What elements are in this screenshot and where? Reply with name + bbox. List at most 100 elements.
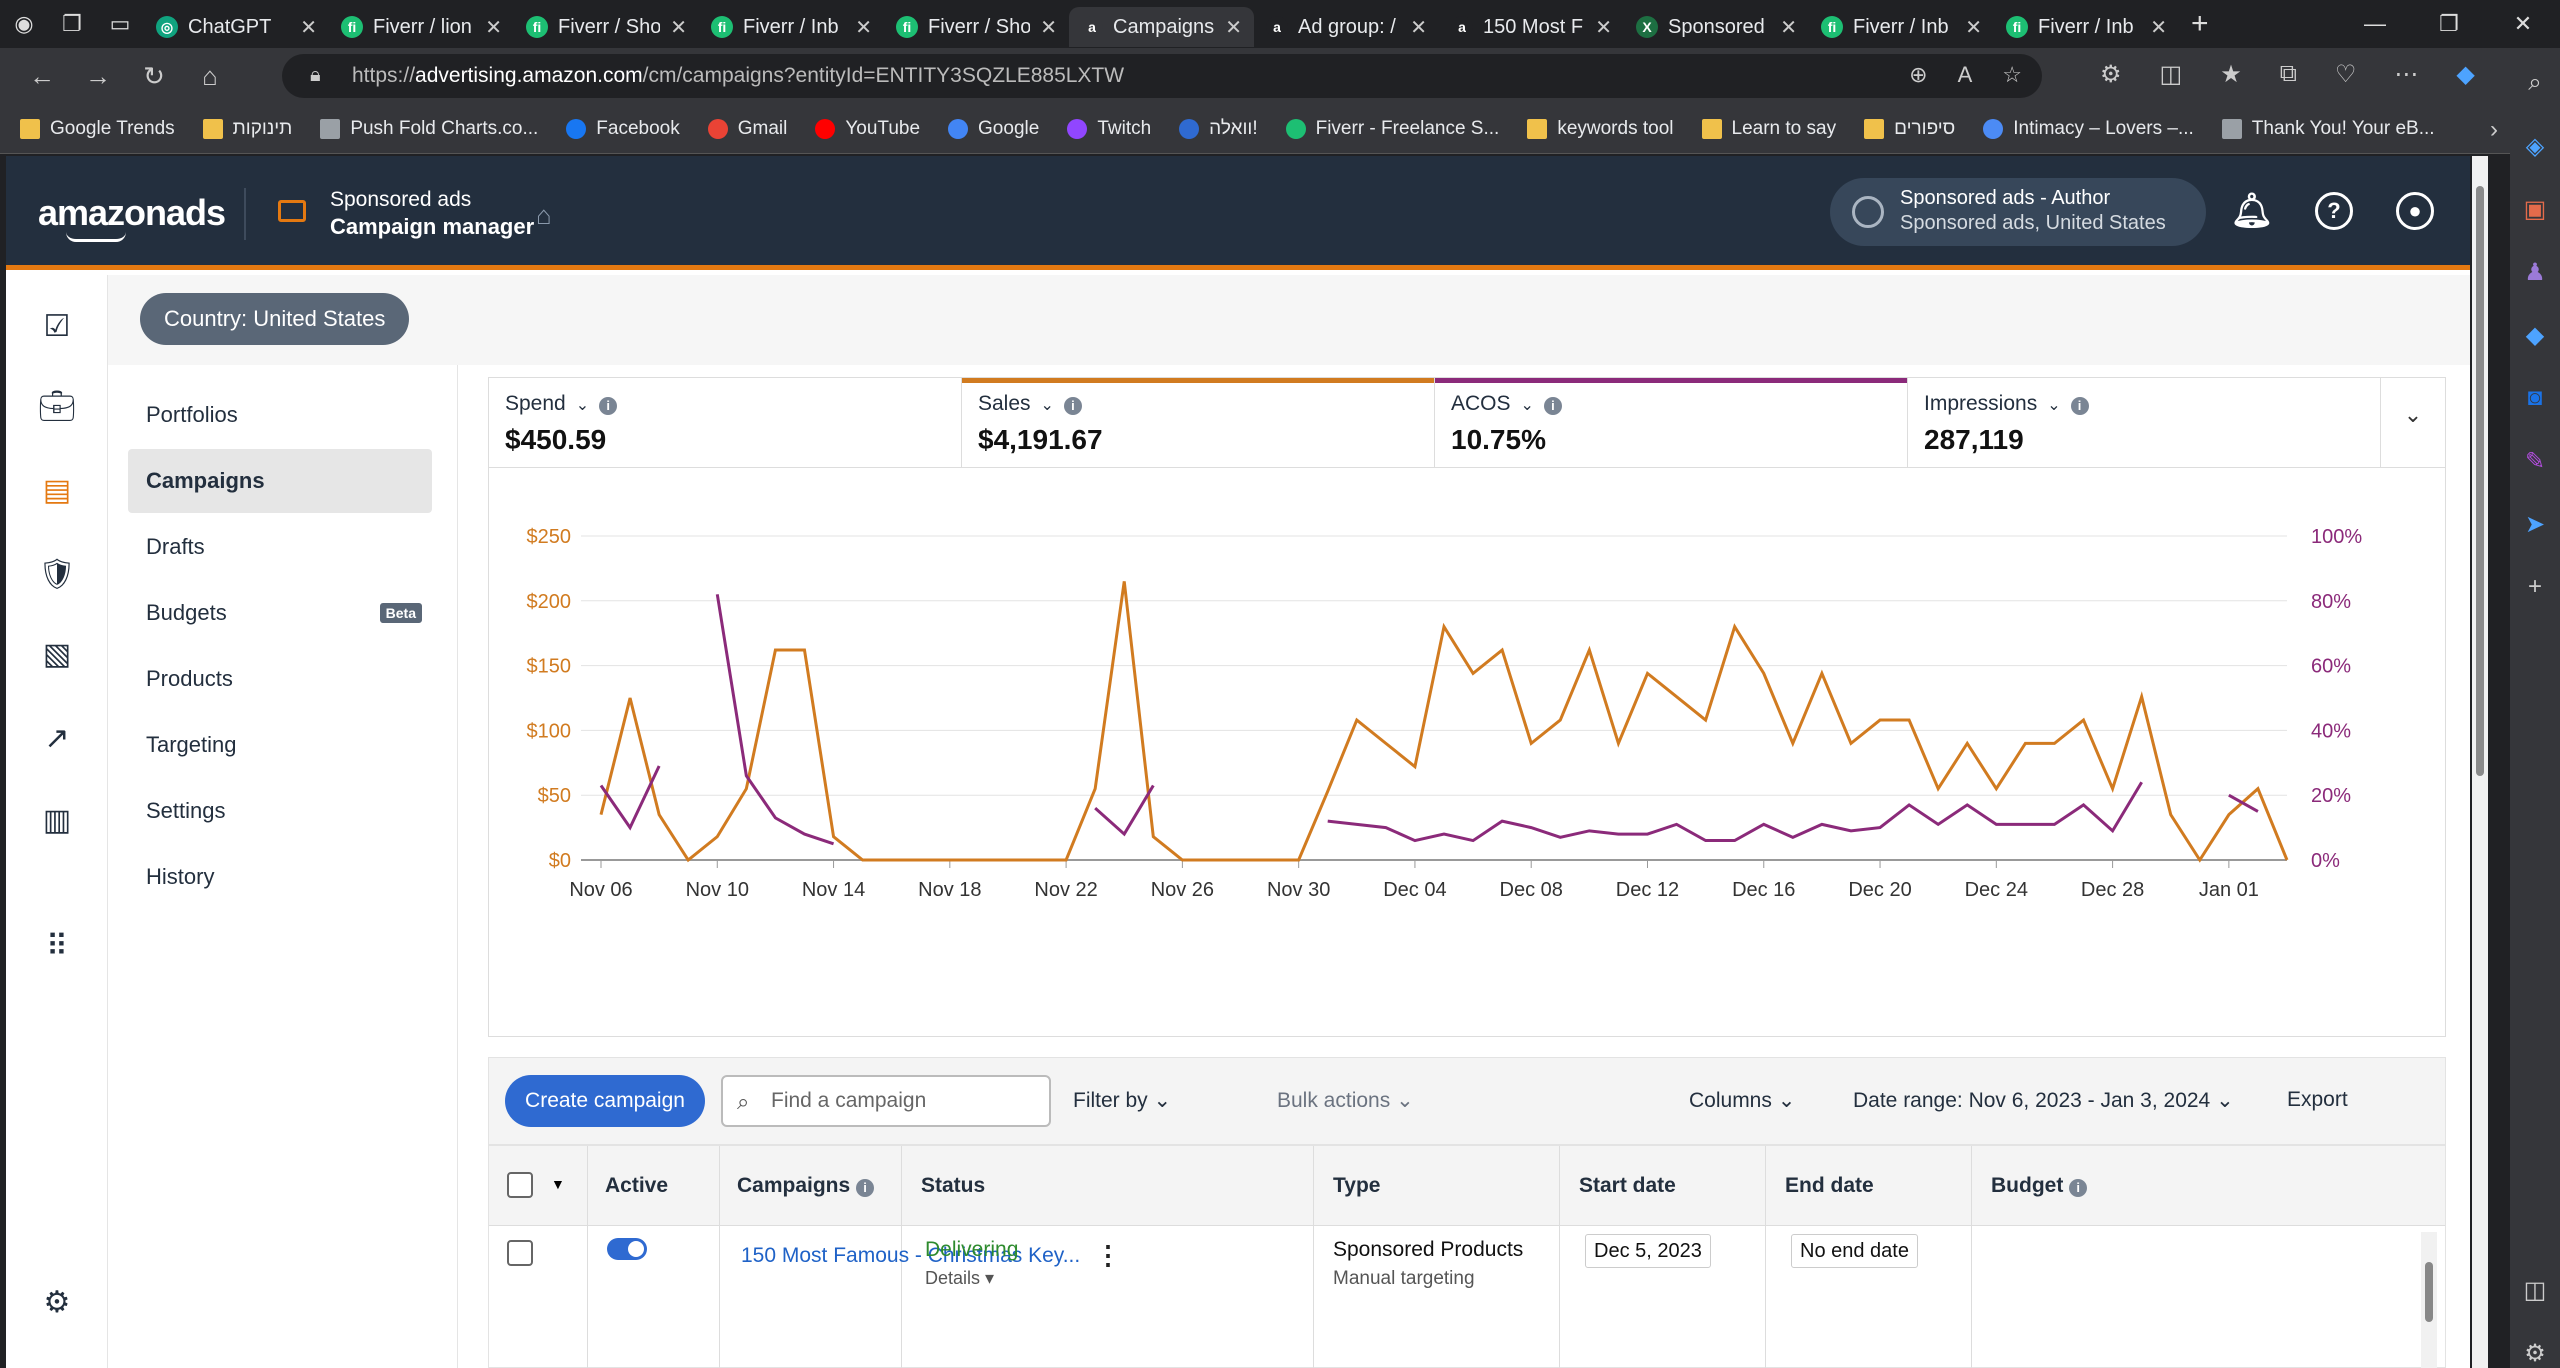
metric-card-sales[interactable]: Sales ⌄ i $4,191.67 bbox=[962, 378, 1435, 468]
chevron-down-icon[interactable]: ⌄ bbox=[1520, 397, 1534, 414]
close-tab-icon[interactable]: ✕ bbox=[1225, 16, 1242, 39]
col-start-date[interactable]: Start date bbox=[1579, 1174, 1676, 1197]
bookmark-item[interactable]: Thank You! Your eB... bbox=[2221, 118, 2435, 140]
bookmark-item[interactable]: Intimacy – Lovers –... bbox=[1983, 118, 2194, 140]
restore-icon[interactable]: ❐ bbox=[2439, 11, 2459, 36]
browser-tab[interactable]: fi Fiverr / Sho ✕ bbox=[884, 7, 1069, 47]
bookmark-item[interactable]: Push Fold Charts.co... bbox=[320, 118, 538, 140]
bookmark-item[interactable]: תינוקות bbox=[202, 118, 292, 140]
browser-tab[interactable]: fi Fiverr / Sho ✕ bbox=[514, 7, 699, 47]
row-actions-icon[interactable]: ⋮ bbox=[1095, 1240, 1121, 1270]
metric-card-spend[interactable]: Spend ⌄ i $450.59 bbox=[489, 378, 962, 468]
brand-shield-icon[interactable]: 🛡︎ bbox=[37, 557, 77, 591]
shopping-icon[interactable]: ◈ bbox=[2525, 132, 2545, 160]
chevron-down-icon[interactable]: ⌄ bbox=[575, 397, 590, 414]
filter-by-dropdown[interactable]: Filter by ⌄ bbox=[1073, 1089, 1172, 1112]
browser-tab[interactable]: fi Fiverr / Inb ✕ bbox=[1809, 7, 1994, 47]
page-scrollbar[interactable] bbox=[2472, 156, 2488, 1368]
browser-tab[interactable]: X Sponsored ✕ bbox=[1624, 7, 1809, 47]
amazon-ads-logo[interactable]: amazonads bbox=[38, 192, 226, 242]
col-campaigns[interactable]: Campaigns i bbox=[737, 1174, 875, 1198]
outlook-icon[interactable]: ◙ bbox=[2527, 384, 2543, 411]
close-tab-icon[interactable]: ✕ bbox=[1410, 16, 1427, 39]
apps-grid-icon[interactable]: ⠿ bbox=[46, 929, 68, 963]
favorite-star-icon[interactable]: ☆ bbox=[2002, 62, 2022, 87]
close-tab-icon[interactable]: ✕ bbox=[1965, 16, 1982, 39]
bookmark-item[interactable]: Fiverr - Freelance S... bbox=[1285, 118, 1499, 140]
metric-card-acos[interactable]: ACOS ⌄ i 10.75% bbox=[1435, 378, 1908, 468]
split-screen-icon[interactable]: ◫ bbox=[2159, 61, 2183, 88]
close-tab-icon[interactable]: ✕ bbox=[1780, 16, 1797, 39]
briefcase-icon[interactable]: 💼︎ bbox=[37, 389, 77, 423]
read-aloud-icon[interactable]: A bbox=[1957, 62, 1973, 87]
games-icon[interactable]: ♟ bbox=[2524, 258, 2546, 286]
profile-icon[interactable]: ● bbox=[2396, 192, 2434, 230]
date-range-dropdown[interactable]: Date range: Nov 6, 2023 - Jan 3, 2024 ⌄ bbox=[1853, 1089, 2234, 1112]
close-tab-icon[interactable]: ✕ bbox=[485, 16, 502, 39]
subnav-item-drafts[interactable]: Drafts bbox=[128, 515, 432, 579]
bookmark-item[interactable]: סיפורים bbox=[1864, 118, 1955, 140]
settings-gear-icon[interactable]: ⚙ bbox=[43, 1285, 71, 1319]
campaign-manager-icon[interactable]: ▤ bbox=[42, 473, 72, 507]
start-date-field[interactable]: Dec 5, 2023 bbox=[1585, 1234, 1711, 1268]
sidebar-toggle-icon[interactable]: ◫ bbox=[2523, 1276, 2547, 1304]
tasks-icon[interactable]: ☑ bbox=[43, 309, 71, 343]
profile-avatar-icon[interactable]: ◉ bbox=[14, 11, 34, 36]
bookmark-item[interactable]: וואלה! bbox=[1179, 118, 1258, 140]
bulk-actions-dropdown[interactable]: Bulk actions ⌄ bbox=[1277, 1089, 1414, 1112]
account-selector[interactable]: Sponsored ads - Author Sponsored ads, Un… bbox=[1830, 178, 2206, 246]
bookmark-item[interactable]: Google Trends bbox=[20, 118, 175, 140]
campaign-name-link[interactable]: 150 Most Famous - Christmas Key... bbox=[741, 1244, 1081, 1267]
active-toggle[interactable] bbox=[607, 1238, 647, 1260]
sidebar-settings-icon[interactable]: ⚙ bbox=[2524, 1339, 2546, 1367]
info-icon[interactable]: i bbox=[1543, 397, 1562, 415]
close-tab-icon[interactable]: ✕ bbox=[2150, 16, 2167, 39]
browser-tab[interactable]: a 150 Most F ✕ bbox=[1439, 7, 1624, 47]
close-tab-icon[interactable]: ✕ bbox=[670, 16, 687, 39]
col-status[interactable]: Status bbox=[921, 1174, 986, 1197]
bookmarks-overflow-icon[interactable]: › bbox=[2490, 116, 2498, 143]
tab-actions-icon[interactable]: ▭ bbox=[109, 11, 131, 36]
help-icon[interactable]: ? bbox=[2315, 192, 2353, 230]
select-all-checkbox[interactable] bbox=[507, 1172, 533, 1198]
status-details-link[interactable]: Details ▾ bbox=[925, 1268, 995, 1288]
bookmark-item[interactable]: Learn to say bbox=[1701, 118, 1836, 140]
info-icon[interactable]: i bbox=[1063, 397, 1082, 415]
close-window-icon[interactable]: ✕ bbox=[2513, 11, 2533, 36]
collections-icon[interactable]: ⧉ bbox=[2279, 60, 2297, 87]
designer-icon[interactable]: ✎ bbox=[2524, 447, 2546, 475]
chevron-down-icon[interactable]: ⌄ bbox=[2047, 397, 2061, 414]
close-tab-icon[interactable]: ✕ bbox=[855, 16, 872, 39]
country-selector[interactable]: Country: United States bbox=[140, 293, 410, 345]
back-icon[interactable]: ← bbox=[29, 60, 55, 91]
copilot-side-icon[interactable]: ◆ bbox=[2525, 321, 2545, 349]
bookmark-item[interactable]: keywords tool bbox=[1527, 118, 1674, 140]
subnav-item-products[interactable]: Products bbox=[128, 647, 432, 711]
new-tab-button[interactable]: + bbox=[2191, 7, 2209, 40]
columns-dropdown[interactable]: Columns ⌄ bbox=[1689, 1089, 1796, 1112]
reports-icon[interactable]: ▥ bbox=[42, 803, 72, 837]
url-field[interactable]: 🔒︎ https://advertising.amazon.com/cm/cam… bbox=[282, 54, 2042, 98]
search-icon[interactable]: ⌕ bbox=[2528, 69, 2542, 96]
table-scrollbar[interactable] bbox=[2421, 1232, 2437, 1368]
end-date-field[interactable]: No end date bbox=[1791, 1234, 1918, 1268]
subnav-item-targeting[interactable]: Targeting bbox=[128, 713, 432, 777]
browser-tab[interactable]: fi Fiverr / lion ✕ bbox=[329, 7, 514, 47]
performance-icon[interactable]: ♡ bbox=[2334, 61, 2357, 88]
minimize-icon[interactable]: — bbox=[2364, 11, 2386, 36]
info-icon[interactable]: i bbox=[856, 1179, 875, 1197]
tools-icon[interactable]: ▣ bbox=[2523, 195, 2547, 223]
reload-icon[interactable]: ↻ bbox=[143, 60, 165, 91]
extensions-icon[interactable]: ⚙ bbox=[2100, 61, 2122, 88]
select-dropdown-icon[interactable]: ▼ bbox=[551, 1176, 565, 1192]
zoom-icon[interactable]: ⊕ bbox=[1909, 62, 1928, 87]
col-end-date[interactable]: End date bbox=[1785, 1174, 1874, 1197]
creative-assets-icon[interactable]: ▧ bbox=[42, 637, 72, 671]
close-tab-icon[interactable]: ✕ bbox=[1595, 16, 1612, 39]
export-button[interactable]: Export bbox=[2287, 1088, 2348, 1111]
row-checkbox[interactable] bbox=[507, 1240, 533, 1266]
create-campaign-button[interactable]: Create campaign bbox=[505, 1075, 705, 1127]
more-menu-icon[interactable]: ⋯ bbox=[2394, 61, 2419, 88]
trend-icon[interactable]: ↗ bbox=[44, 721, 70, 755]
home-icon[interactable]: ⌂ bbox=[536, 200, 552, 230]
